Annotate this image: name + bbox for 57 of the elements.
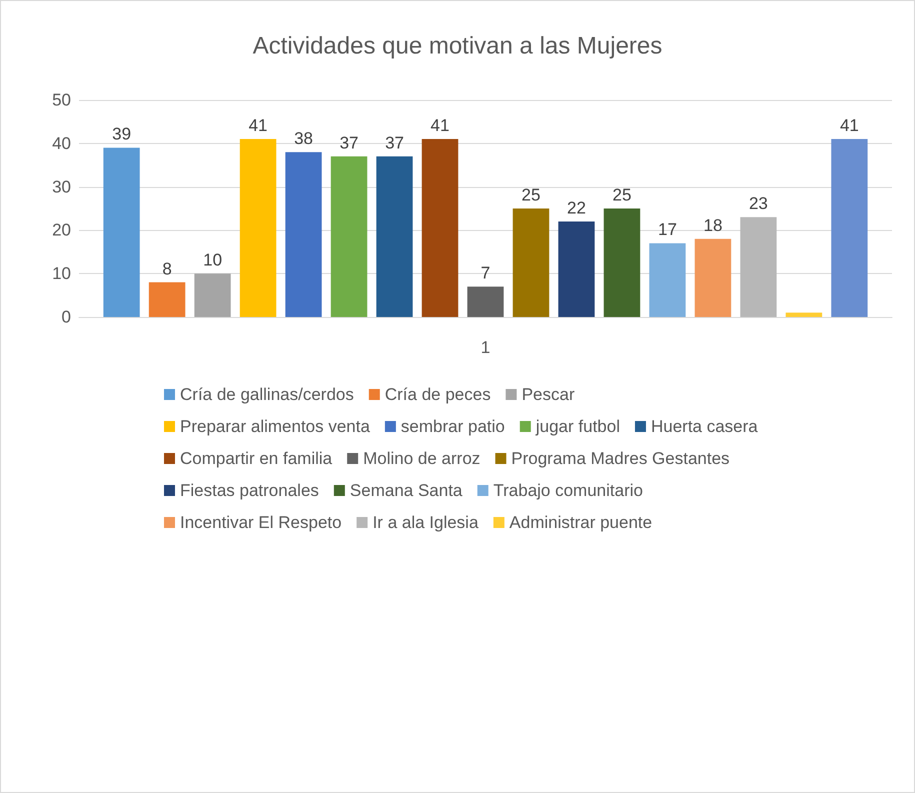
bar: [330, 156, 368, 317]
y-tick-label: 10: [52, 264, 71, 284]
legend-label: jugar futbol: [534, 417, 620, 436]
bar: [831, 139, 868, 317]
bar: [285, 152, 322, 317]
data-label: 22: [567, 198, 586, 218]
bar: [512, 208, 550, 317]
legend-label: Cría de peces: [384, 385, 491, 404]
legend-label: Semana Santa: [350, 481, 463, 500]
bar: [240, 139, 276, 317]
data-label: 37: [340, 133, 358, 152]
bar: [604, 208, 640, 317]
legend-label: Molino de arroz: [363, 449, 480, 468]
data-label: 41: [248, 116, 268, 136]
y-tick-label: 20: [52, 220, 71, 240]
data-label: 41: [430, 116, 450, 136]
bar: [649, 243, 686, 317]
legend-label: Trabajo comunitario: [493, 481, 643, 500]
y-tick-label: 40: [52, 134, 71, 153]
data-label: 38: [294, 129, 314, 148]
legend-label: Huerta casera: [650, 417, 758, 436]
data-label: 8: [162, 259, 172, 278]
data-label: 17: [658, 220, 677, 240]
legend-label: Pescar: [522, 385, 575, 404]
bar: [786, 312, 822, 317]
data-label: 25: [612, 186, 632, 204]
data-label: 18: [703, 216, 722, 235]
bar: [740, 217, 777, 317]
legend-label: Fiestas patronales: [180, 481, 319, 500]
bar: [467, 286, 504, 317]
legend-label: sembrar patio: [400, 417, 505, 436]
data-label: 25: [522, 186, 540, 204]
legend-label: Cría de gallinas/cerdos: [180, 385, 354, 404]
bar: [558, 222, 595, 317]
bar: [194, 274, 231, 317]
data-label: 37: [385, 133, 404, 152]
legend-label: Preparar alimentos venta: [180, 417, 370, 436]
bar: [148, 282, 186, 317]
legend-label: Programa Madres Gestantes: [511, 449, 730, 468]
bar: [694, 238, 732, 317]
data-label: 7: [480, 264, 490, 283]
bar: [103, 148, 140, 317]
x-tick-label: 1: [480, 338, 490, 357]
bar: [422, 139, 458, 317]
legend-label: Ir a ala Iglesia: [372, 513, 479, 532]
data-label: 41: [840, 116, 859, 136]
data-label: 10: [203, 250, 222, 270]
y-tick-label: 50: [52, 90, 71, 110]
legend-label: Incentivar El Respeto: [180, 513, 342, 532]
data-label: 39: [112, 124, 132, 144]
chart-title: Actividades que motivan a las Mujeres: [252, 32, 662, 60]
legend-label: Compartir en familia: [180, 449, 333, 468]
y-tick-label: 0: [62, 308, 71, 326]
data-label: 23: [748, 194, 768, 214]
bar: [376, 156, 413, 317]
y-tick-label: 30: [52, 177, 71, 196]
legend-label: Administrar puente: [509, 513, 652, 532]
